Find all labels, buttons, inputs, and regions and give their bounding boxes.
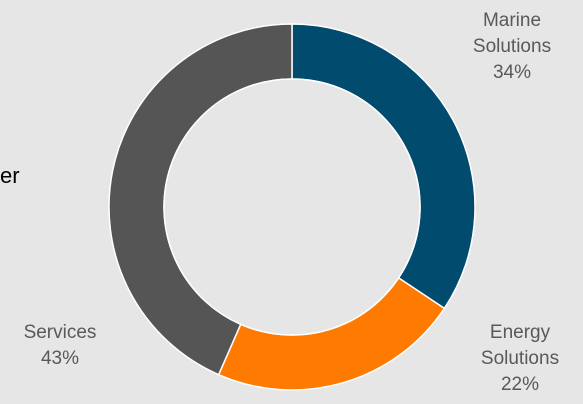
label-marine-solutions: Marine Solutions 34%	[472, 10, 552, 83]
label-services: Services 43%	[23, 322, 97, 369]
donut-hole	[163, 78, 421, 336]
clipped-legend-text: er	[0, 163, 20, 188]
label-energy-solutions: Energy Solutions 22%	[480, 322, 560, 395]
